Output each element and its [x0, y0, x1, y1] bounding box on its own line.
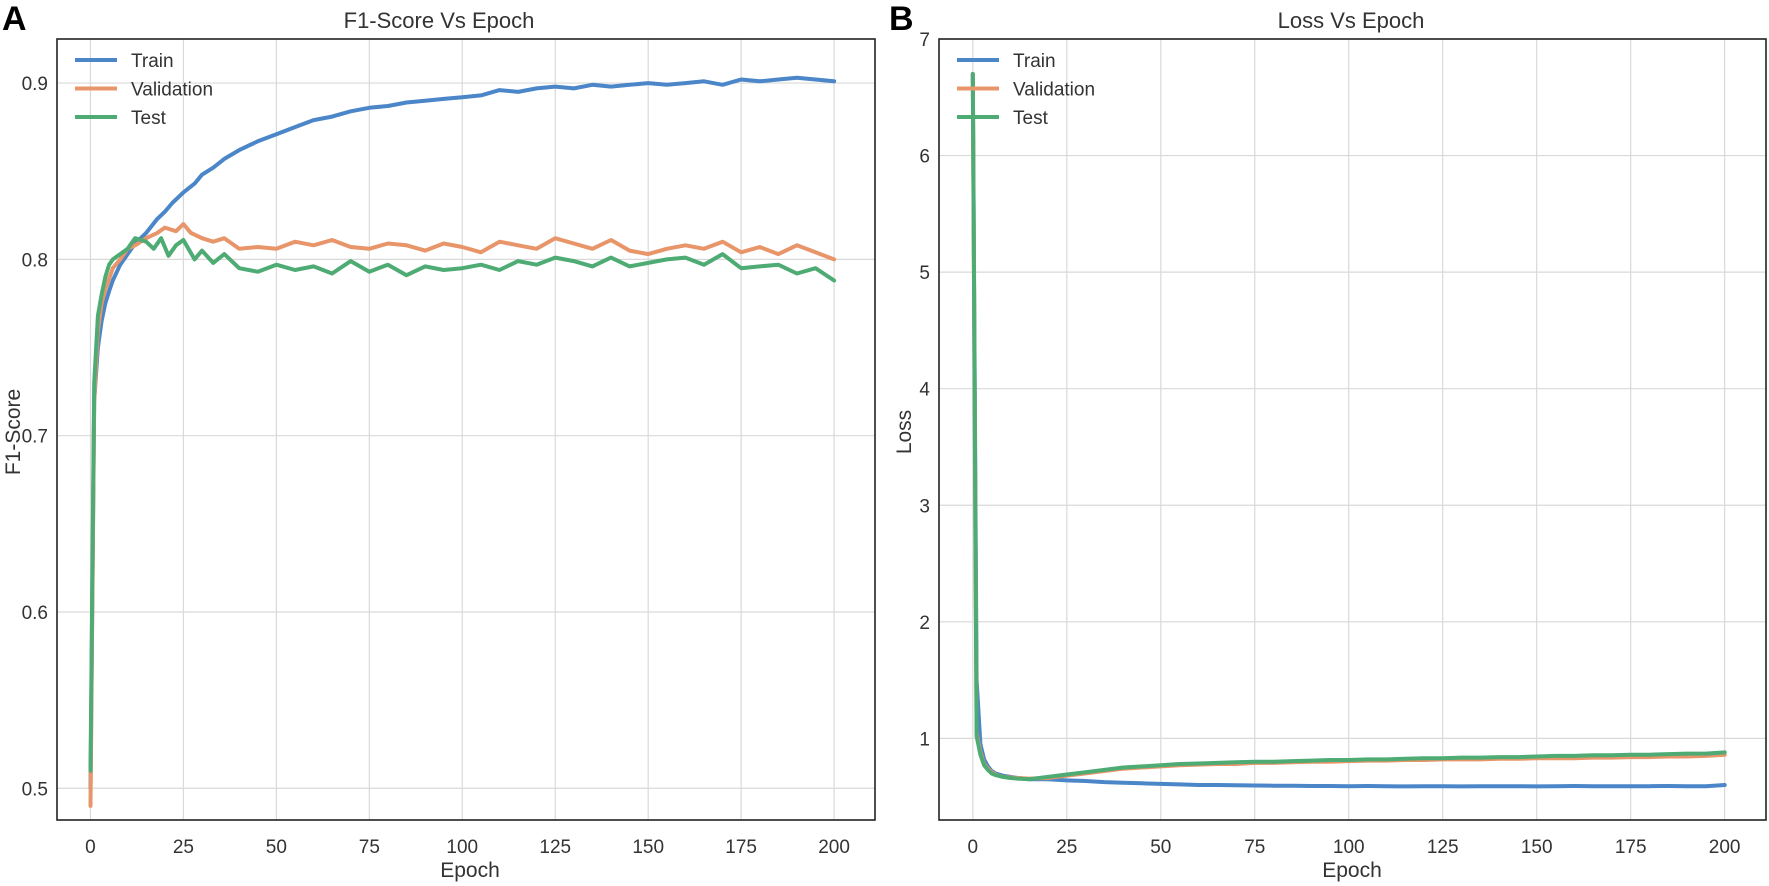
x-tick-label: 125	[539, 837, 571, 858]
y-tick-label: 0.8	[22, 250, 48, 271]
x-tick-label: 25	[1056, 837, 1077, 858]
panel-b-letter: B	[889, 0, 914, 38]
x-tick-label: 100	[446, 837, 478, 858]
x-tick-label: 175	[1615, 837, 1647, 858]
x-tick-label: 25	[173, 837, 194, 858]
x-tick-label: 75	[1244, 837, 1265, 858]
x-tick-label: 125	[1427, 837, 1459, 858]
panel-b-frame	[938, 38, 1767, 821]
series-line-validation	[88, 222, 837, 808]
y-tick-label: 0.9	[22, 74, 48, 95]
panel-b-grid	[939, 38, 1766, 820]
panel-a-frame	[56, 38, 876, 821]
legend-label-test: Test	[131, 108, 167, 129]
series-line-test	[970, 72, 1727, 782]
x-tick-label: 200	[1709, 837, 1741, 858]
y-tick-label: 0.6	[22, 603, 48, 624]
panel-b-y-label: Loss	[893, 410, 916, 454]
y-tick-label: 0.7	[22, 427, 48, 448]
y-tick-label: 3	[919, 496, 930, 517]
x-tick-label: 0	[968, 837, 979, 858]
panel-a-title: F1-Score Vs Epoch	[344, 8, 535, 33]
panel-b-lines	[970, 72, 1727, 789]
y-tick-label: 2	[919, 613, 930, 634]
x-tick-label: 150	[1521, 837, 1553, 858]
y-tick-label: 6	[919, 147, 930, 168]
series-line-test	[88, 236, 837, 773]
y-tick-label: 0.5	[22, 779, 48, 800]
x-tick-label: 100	[1333, 837, 1365, 858]
panel-b-title: Loss Vs Epoch	[1278, 8, 1425, 33]
x-tick-label: 50	[1150, 837, 1171, 858]
x-tick-label: 200	[818, 837, 850, 858]
panel-b: B Loss Vs Epoch 0 25 50 75 100 125 150 175 200 1…	[889, 0, 1767, 882]
x-tick-label: 75	[359, 837, 380, 858]
x-tick-label: 50	[266, 837, 287, 858]
legend-label-validation: Validation	[131, 80, 213, 101]
y-tick-label: 1	[919, 729, 930, 750]
panel-a-grid	[57, 39, 875, 820]
panel-a-y-ticks: 0.5 0.6 0.7 0.8 0.9	[22, 74, 48, 800]
panel-a-x-ticks: 0 25 50 75 100 125 150 175 200	[85, 837, 850, 858]
panel-b-x-ticks: 0 25 50 75 100 125 150 175 200	[968, 837, 1741, 858]
panel-a-y-label: F1-Score	[2, 389, 25, 475]
panel-b-legend: Train Validation Test	[957, 51, 1095, 129]
panel-a-x-label: Epoch	[440, 859, 500, 882]
y-tick-label: 4	[919, 380, 930, 401]
legend-label-train: Train	[131, 51, 174, 72]
panel-a: A F1-Score Vs Epoch 0 25 50 75 100 125 150 175 2…	[2, 0, 876, 882]
x-tick-label: 0	[85, 837, 96, 858]
legend-label-validation: Validation	[1013, 80, 1095, 101]
panel-a-legend: Train Validation Test	[75, 51, 213, 129]
x-tick-label: 150	[632, 837, 664, 858]
panel-a-lines	[88, 75, 837, 808]
panel-a-letter: A	[2, 0, 27, 38]
y-tick-label: 7	[919, 30, 930, 51]
panel-b-y-ticks: 1 2 3 4 5 6 7	[919, 30, 930, 750]
x-tick-label: 175	[725, 837, 757, 858]
panel-b-x-label: Epoch	[1322, 859, 1382, 882]
y-tick-label: 5	[919, 263, 930, 284]
legend-label-test: Test	[1013, 108, 1049, 129]
legend-label-train: Train	[1013, 51, 1056, 72]
